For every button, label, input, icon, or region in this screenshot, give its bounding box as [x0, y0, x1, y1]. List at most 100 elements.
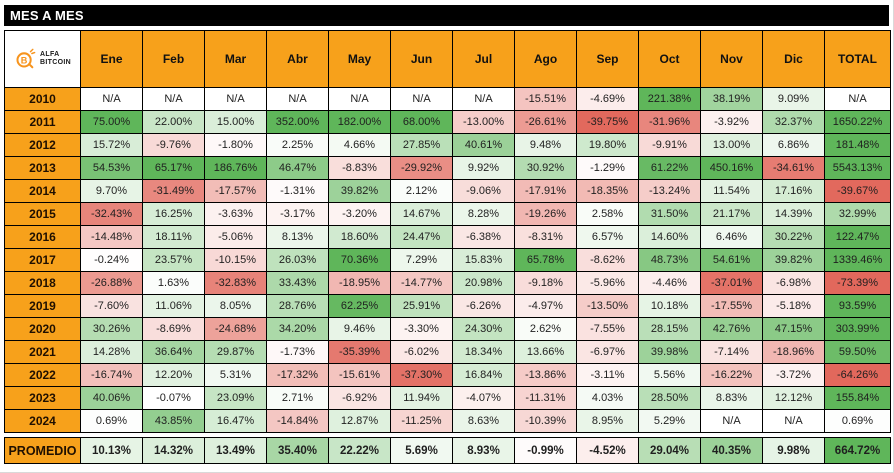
row-label-year: 2010	[4, 87, 81, 111]
promedio-value-cell: 14.32%	[142, 437, 205, 464]
value-cell: 26.03%	[266, 248, 329, 272]
row-label-year: 2019	[4, 294, 81, 318]
value-cell: 5.31%	[204, 363, 267, 387]
value-cell: 11.54%	[700, 179, 763, 203]
row-label-year: 2015	[4, 202, 81, 226]
value-cell: 10.18%	[638, 294, 701, 318]
value-cell: -3.92%	[700, 110, 763, 134]
value-cell: 12.12%	[762, 386, 825, 410]
value-cell: -0.07%	[142, 386, 205, 410]
value-cell: 30.26%	[80, 317, 143, 341]
value-cell: -35.39%	[328, 340, 391, 364]
column-header-month-may: May	[328, 30, 391, 88]
value-cell: -17.32%	[266, 363, 329, 387]
table-row-2024: 2024 0.69% 43.85% 16.47% -14.84% 12.87% -11.25…	[4, 409, 891, 433]
column-header-month-ene: Ene	[80, 30, 143, 88]
promedio-label: PROMEDIO	[4, 437, 81, 464]
value-cell: 12.20%	[142, 363, 205, 387]
value-cell: -15.51%	[514, 87, 577, 111]
value-cell: 18.11%	[142, 225, 205, 249]
value-cell: 14.39%	[762, 202, 825, 226]
row-label-year: 2020	[4, 317, 81, 341]
value-cell: 38.19%	[700, 87, 763, 111]
value-cell: -31.49%	[142, 179, 205, 203]
alfa-bitcoin-icon: B	[16, 48, 36, 69]
value-cell: 1650.22%	[824, 110, 891, 134]
value-cell: 8.13%	[266, 225, 329, 249]
value-cell: 122.47%	[824, 225, 891, 249]
value-cell: 2.71%	[266, 386, 329, 410]
value-cell: 21.17%	[700, 202, 763, 226]
value-cell: 22.00%	[142, 110, 205, 134]
value-cell: 39.98%	[638, 340, 701, 364]
table-row-2011: 2011 75.00% 22.00% 15.00% 352.00% 182.00% 68.0…	[4, 110, 891, 134]
row-label-year: 2023	[4, 386, 81, 410]
value-cell: -5.96%	[576, 271, 639, 295]
value-cell: -64.26%	[824, 363, 891, 387]
value-cell: -37.01%	[700, 271, 763, 295]
value-cell: 16.25%	[142, 202, 205, 226]
value-cell: 186.76%	[204, 156, 267, 180]
value-cell: -4.07%	[452, 386, 515, 410]
value-cell: -6.02%	[390, 340, 453, 364]
value-cell: 2.62%	[514, 317, 577, 341]
value-cell: 4.03%	[576, 386, 639, 410]
value-cell: 30.22%	[762, 225, 825, 249]
value-cell: -4.97%	[514, 294, 577, 318]
value-cell: 6.57%	[576, 225, 639, 249]
value-cell: -9.76%	[142, 133, 205, 157]
promedio-value-cell: 13.49%	[204, 437, 267, 464]
value-cell: -1.31%	[266, 179, 329, 203]
row-label-year: 2011	[4, 110, 81, 134]
value-cell: -3.63%	[204, 202, 267, 226]
value-cell: -17.91%	[514, 179, 577, 203]
value-cell: 75.00%	[80, 110, 143, 134]
value-cell: -32.43%	[80, 202, 143, 226]
value-cell: 5.29%	[638, 409, 701, 433]
value-cell: 31.50%	[638, 202, 701, 226]
value-cell: 9.09%	[762, 87, 825, 111]
value-cell: -73.39%	[824, 271, 891, 295]
value-cell: 1339.46%	[824, 248, 891, 272]
value-cell: N/A	[824, 87, 891, 111]
row-label-year: 2012	[4, 133, 81, 157]
value-cell: -3.20%	[328, 202, 391, 226]
value-cell: 43.85%	[142, 409, 205, 433]
value-cell: N/A	[328, 87, 391, 111]
value-cell: 2.12%	[390, 179, 453, 203]
value-cell: 15.83%	[452, 248, 515, 272]
value-cell: -1.73%	[266, 340, 329, 364]
logo-line1: ALFA	[40, 51, 60, 58]
value-cell: 29.87%	[204, 340, 267, 364]
row-label-year: 2013	[4, 156, 81, 180]
promedio-value-cell: 22.22%	[328, 437, 391, 464]
value-cell: 0.69%	[80, 409, 143, 433]
value-cell: 4.66%	[328, 133, 391, 157]
value-cell: 221.38%	[638, 87, 701, 111]
value-cell: 70.36%	[328, 248, 391, 272]
promedio-value-cell: 9.98%	[762, 437, 825, 464]
value-cell: -14.84%	[266, 409, 329, 433]
value-cell: 20.98%	[452, 271, 515, 295]
table-row-2021: 2021 14.28% 36.64% 29.87% -1.73% -35.39% -6.02…	[4, 340, 891, 364]
value-cell: -17.57%	[204, 179, 267, 203]
value-cell: -3.11%	[576, 363, 639, 387]
column-header-month-abr: Abr	[266, 30, 329, 88]
promedio-value-cell: 8.93%	[452, 437, 515, 464]
table-row-2013: 2013 54.53% 65.17% 186.76% 46.47% -8.83% -29.9…	[4, 156, 891, 180]
separator-gap	[4, 432, 891, 438]
value-cell: 181.48%	[824, 133, 891, 157]
value-cell: -1.80%	[204, 133, 267, 157]
value-cell: 5.56%	[638, 363, 701, 387]
value-cell: -9.18%	[514, 271, 577, 295]
row-label-year: 2024	[4, 409, 81, 433]
row-label-year: 2017	[4, 248, 81, 272]
value-cell: 14.60%	[638, 225, 701, 249]
value-cell: 1.63%	[142, 271, 205, 295]
value-cell: -1.29%	[576, 156, 639, 180]
value-cell: N/A	[142, 87, 205, 111]
value-cell: 2.25%	[266, 133, 329, 157]
value-cell: 182.00%	[328, 110, 391, 134]
value-cell: 13.66%	[514, 340, 577, 364]
